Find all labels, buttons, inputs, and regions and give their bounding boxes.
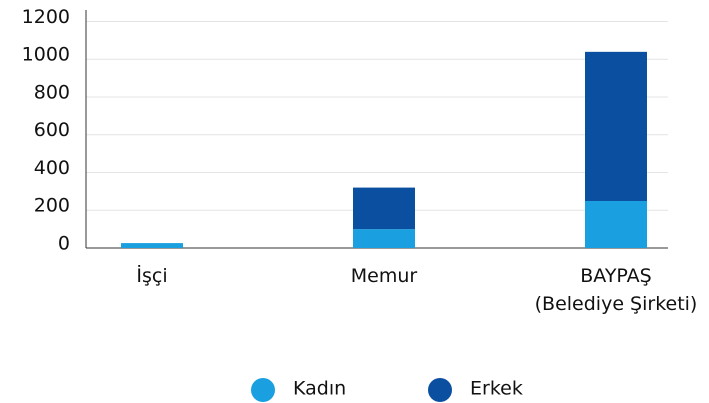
y-tick-label: 0 <box>58 233 70 255</box>
bar-segment <box>353 187 415 230</box>
bar-segment <box>585 51 647 201</box>
legend-swatch <box>251 378 275 402</box>
bar-segment <box>585 200 647 248</box>
x-tick-label: Memur <box>350 265 418 287</box>
y-tick-label: 600 <box>34 119 70 141</box>
y-tick-label: 800 <box>34 81 70 103</box>
bar-segment <box>121 243 183 248</box>
x-tick-label: İşçi <box>136 265 168 287</box>
bar-segment <box>353 229 415 248</box>
y-tick-label: 1200 <box>22 6 70 28</box>
legend-label: Erkek <box>470 378 523 400</box>
legend-label: Kadın <box>293 378 346 400</box>
y-tick-label: 200 <box>34 195 70 217</box>
legend-swatch <box>428 378 452 402</box>
y-tick-label: 1000 <box>22 44 70 66</box>
y-tick-label: 400 <box>34 157 70 179</box>
x-tick-label: BAYPAŞ (Belediye Şirketi) <box>534 265 698 315</box>
